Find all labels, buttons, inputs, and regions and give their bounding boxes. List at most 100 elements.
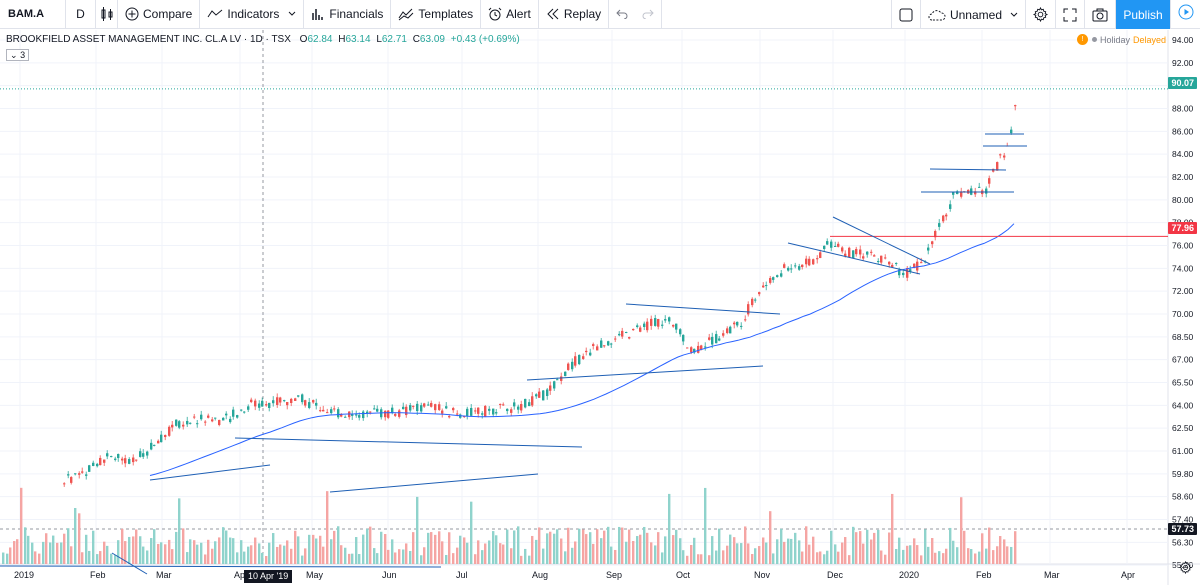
candle-body xyxy=(661,324,664,326)
volume-bar xyxy=(74,507,77,564)
volume-bar xyxy=(117,540,120,564)
replay-button[interactable]: Replay xyxy=(539,0,610,29)
candle-body xyxy=(420,405,423,412)
volume-bar xyxy=(740,543,743,564)
candle-body xyxy=(812,259,815,265)
financials-button[interactable]: Financials xyxy=(304,0,392,29)
volume-bar xyxy=(204,554,207,564)
candle-body xyxy=(909,269,912,272)
candle-body xyxy=(229,418,232,423)
volume-bar xyxy=(38,553,41,564)
alert-button[interactable]: Alert xyxy=(481,0,539,29)
volume-bar xyxy=(729,534,732,564)
candle-body xyxy=(243,411,246,413)
candle-body xyxy=(657,319,660,327)
fullscreen-toggle[interactable] xyxy=(890,0,921,29)
candle-body xyxy=(600,340,603,348)
candle-body xyxy=(186,420,189,425)
trend-line xyxy=(234,437,583,448)
volume-bar xyxy=(394,552,397,564)
candle-body xyxy=(787,267,790,271)
candle-body xyxy=(614,338,617,340)
y-tick-label: 68.50 xyxy=(1172,332,1194,342)
volume-bar xyxy=(765,542,768,564)
compare-button[interactable]: Compare xyxy=(118,0,201,29)
volume-bar xyxy=(718,528,721,564)
volume-bar xyxy=(715,550,718,564)
volume-bar xyxy=(81,552,84,564)
candle-body xyxy=(92,462,95,466)
volume-bar xyxy=(261,552,264,564)
cursor-price-tag: 57.73 xyxy=(1168,523,1197,535)
x-tick-label: 2020 xyxy=(899,570,919,580)
candle-body xyxy=(344,416,347,418)
volume-bar xyxy=(679,538,682,564)
candle-body xyxy=(1010,129,1013,134)
chart-settings-button[interactable] xyxy=(1178,560,1193,579)
candle-body xyxy=(578,354,581,365)
y-tick-label: 64.00 xyxy=(1172,400,1194,410)
candle-body xyxy=(823,245,826,249)
candle-body xyxy=(988,178,991,184)
settings-button[interactable] xyxy=(1026,0,1056,29)
candle-body xyxy=(920,262,923,264)
y-tick-label: 86.00 xyxy=(1172,126,1194,136)
indicators-button[interactable]: Indicators xyxy=(200,0,305,29)
candle-body xyxy=(783,264,786,268)
volume-bar xyxy=(106,545,109,564)
volume-bar xyxy=(535,539,538,564)
indicators-collapse-toggle[interactable]: ⌄ 3 xyxy=(6,49,30,61)
layout-button[interactable]: Unnamed xyxy=(921,0,1026,29)
volume-bar xyxy=(628,529,631,564)
x-tick-label: Aug xyxy=(532,570,548,580)
redo-button[interactable] xyxy=(635,0,663,29)
chart-pane[interactable]: 94.0092.0090.0088.0086.0084.0082.0080.00… xyxy=(0,30,1200,585)
chart-style-button[interactable] xyxy=(96,0,118,29)
x-tick-label: May xyxy=(306,570,324,580)
candle-body xyxy=(182,424,185,427)
trend-line xyxy=(111,552,148,575)
candle-body xyxy=(848,247,851,258)
volume-bar xyxy=(70,546,73,564)
expand-button[interactable] xyxy=(1056,0,1085,29)
publish-button[interactable]: Publish xyxy=(1116,0,1170,29)
candle-body xyxy=(394,414,397,416)
chart-legend: BROOKFIELD ASSET MANAGEMENT INC. CL.A LV… xyxy=(6,34,520,45)
candle-body xyxy=(492,408,495,415)
candle-body xyxy=(196,423,199,425)
templates-button[interactable]: Templates xyxy=(391,0,482,29)
candle-body xyxy=(150,442,153,450)
redo-icon xyxy=(642,9,654,19)
candle-body xyxy=(128,459,131,464)
candle-body xyxy=(866,251,869,255)
indicators-icon xyxy=(207,8,223,20)
volume-bar xyxy=(402,549,405,564)
candle-body xyxy=(769,278,772,283)
interval-button[interactable]: D xyxy=(66,0,96,29)
templates-label: Templates xyxy=(418,7,474,21)
volume-bar xyxy=(52,535,55,564)
price-chart[interactable]: 94.0092.0090.0088.0086.0084.0082.0080.00… xyxy=(0,30,1200,585)
volume-bar xyxy=(196,544,199,564)
symbol-search[interactable]: BAM.A xyxy=(0,0,66,29)
candle-body xyxy=(402,406,405,410)
volume-bar xyxy=(610,546,613,564)
trend-line xyxy=(625,303,781,315)
volume-bar xyxy=(783,541,786,564)
candle-body xyxy=(132,457,135,463)
candle-body xyxy=(610,343,613,345)
candle-body xyxy=(718,338,721,341)
x-tick-label: Nov xyxy=(754,570,771,580)
candle-body xyxy=(834,245,837,247)
volume-bar xyxy=(571,547,574,564)
volume-bar xyxy=(27,535,30,564)
volume-bar xyxy=(776,539,779,564)
volume-bar xyxy=(294,530,297,564)
replay-play-button[interactable] xyxy=(1170,0,1200,29)
snapshot-button[interactable] xyxy=(1085,0,1116,29)
legend-title: BROOKFIELD ASSET MANAGEMENT INC. CL.A LV… xyxy=(6,34,291,45)
candle-body xyxy=(441,410,444,414)
candle-body xyxy=(808,258,811,266)
undo-button[interactable] xyxy=(609,0,635,29)
volume-bar xyxy=(495,535,498,564)
